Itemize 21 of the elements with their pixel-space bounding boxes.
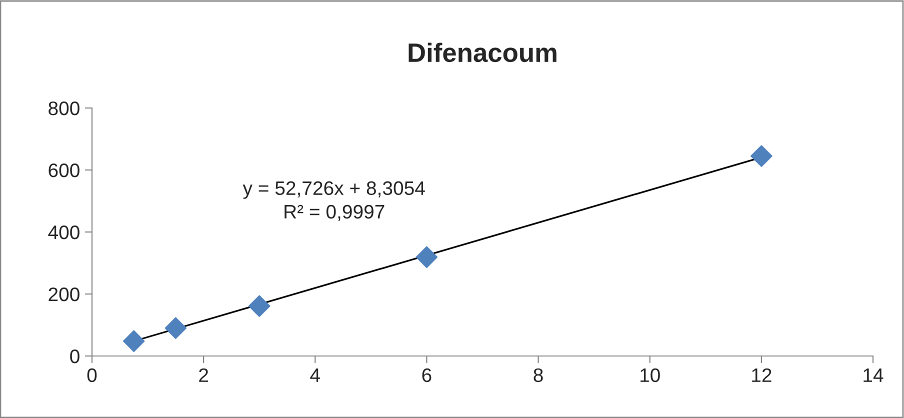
y-tick-label: 0 [70, 349, 80, 364]
x-tick-label: 2 [199, 368, 208, 382]
x-tick-label: 6 [422, 368, 432, 382]
x-tick-label: 10 [640, 368, 660, 382]
x-tick-label: 0 [87, 368, 97, 382]
annotation: R² = 0,9997 [284, 204, 384, 221]
x-tick-label: 4 [310, 368, 320, 382]
y-tick-label: 200 [48, 287, 80, 302]
point [164, 317, 187, 339]
point [750, 145, 772, 167]
x-tick-label: 14 [864, 368, 884, 382]
point [416, 246, 438, 268]
x-tick-label: 8 [534, 368, 543, 382]
x-tick-label: 12 [752, 368, 772, 382]
annotation: y = 52,726x + 8,3054 [242, 181, 425, 199]
chart-title: Difenacoum [408, 42, 556, 62]
y-tick-label: 400 [48, 225, 80, 240]
y-tick-label: 800 [48, 101, 80, 116]
point [122, 330, 145, 352]
y-tick-label: 600 [48, 163, 80, 178]
point [248, 295, 270, 317]
